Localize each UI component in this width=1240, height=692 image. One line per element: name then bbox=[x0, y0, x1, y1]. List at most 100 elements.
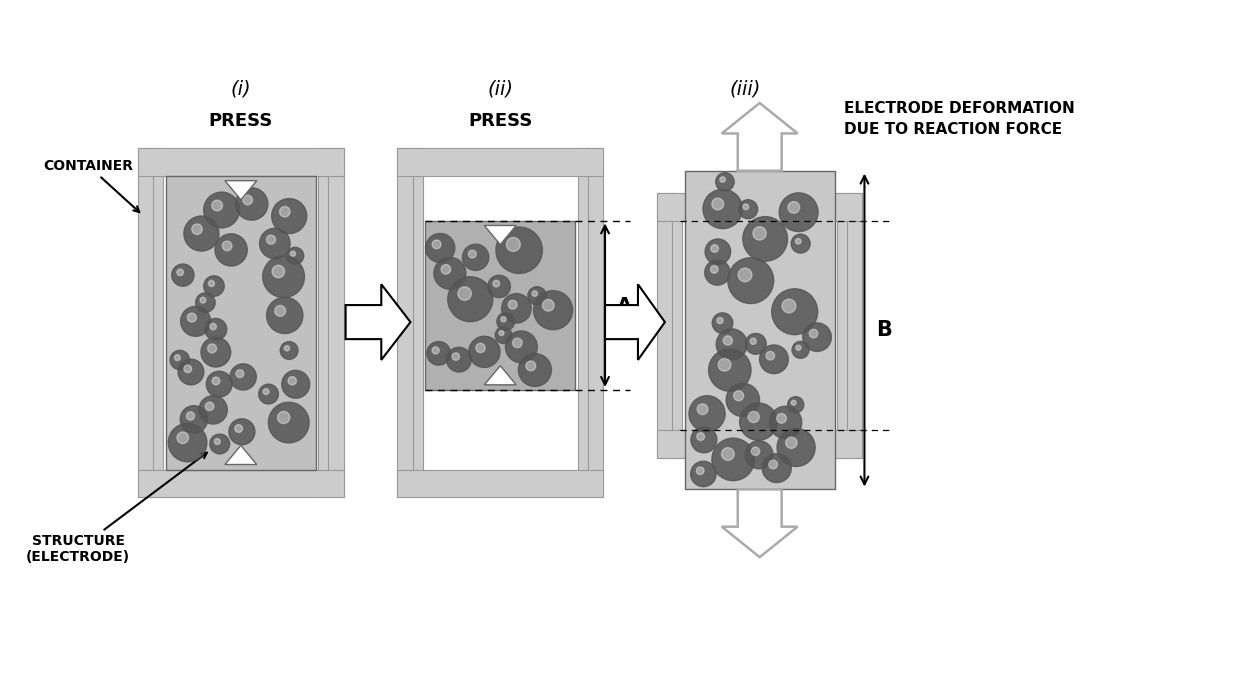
Circle shape bbox=[712, 438, 754, 481]
Circle shape bbox=[496, 227, 542, 273]
Circle shape bbox=[268, 402, 309, 443]
Text: PRESS: PRESS bbox=[208, 112, 273, 130]
Circle shape bbox=[739, 403, 777, 440]
Circle shape bbox=[432, 347, 439, 354]
Circle shape bbox=[506, 237, 521, 251]
Circle shape bbox=[177, 269, 184, 275]
Circle shape bbox=[212, 200, 222, 211]
Circle shape bbox=[184, 365, 192, 372]
Circle shape bbox=[290, 251, 295, 256]
Bar bbox=[657, 192, 863, 221]
Circle shape bbox=[229, 419, 255, 445]
Bar bbox=[138, 148, 155, 498]
Bar bbox=[319, 148, 329, 498]
Circle shape bbox=[506, 331, 537, 363]
Bar bbox=[138, 148, 343, 176]
Circle shape bbox=[715, 173, 734, 191]
Bar bbox=[398, 469, 603, 498]
Circle shape bbox=[750, 338, 756, 345]
Circle shape bbox=[704, 260, 730, 285]
Circle shape bbox=[272, 265, 285, 277]
Circle shape bbox=[210, 323, 216, 330]
Circle shape bbox=[203, 276, 224, 296]
Circle shape bbox=[802, 323, 831, 352]
Circle shape bbox=[753, 227, 766, 240]
Circle shape bbox=[200, 298, 206, 303]
Circle shape bbox=[243, 195, 253, 205]
Circle shape bbox=[275, 305, 285, 316]
Text: CONTAINER: CONTAINER bbox=[43, 158, 139, 212]
Circle shape bbox=[689, 396, 725, 432]
Circle shape bbox=[469, 336, 500, 367]
Circle shape bbox=[212, 377, 219, 385]
Polygon shape bbox=[224, 181, 257, 200]
Circle shape bbox=[236, 188, 268, 220]
Circle shape bbox=[267, 235, 275, 244]
Circle shape bbox=[181, 307, 211, 336]
Circle shape bbox=[697, 432, 704, 440]
Circle shape bbox=[179, 359, 203, 385]
Circle shape bbox=[723, 336, 733, 345]
Bar bbox=[154, 148, 164, 498]
Circle shape bbox=[771, 289, 817, 335]
Circle shape bbox=[463, 244, 489, 271]
Circle shape bbox=[259, 384, 279, 404]
Bar bbox=[657, 192, 673, 457]
Circle shape bbox=[272, 199, 306, 234]
Circle shape bbox=[494, 280, 500, 287]
Polygon shape bbox=[605, 284, 665, 360]
Circle shape bbox=[760, 345, 789, 374]
Bar bbox=[166, 176, 316, 469]
Circle shape bbox=[186, 412, 195, 420]
Text: PRESS: PRESS bbox=[467, 112, 532, 130]
Circle shape bbox=[187, 313, 196, 322]
Bar bbox=[425, 221, 575, 390]
Circle shape bbox=[743, 217, 787, 261]
Circle shape bbox=[502, 293, 531, 323]
Circle shape bbox=[734, 391, 744, 401]
Circle shape bbox=[206, 371, 232, 397]
Circle shape bbox=[259, 228, 290, 259]
Circle shape bbox=[720, 177, 725, 182]
Circle shape bbox=[196, 293, 216, 312]
Circle shape bbox=[526, 361, 536, 371]
Circle shape bbox=[175, 355, 180, 361]
Bar bbox=[657, 430, 863, 457]
Circle shape bbox=[766, 352, 775, 360]
Polygon shape bbox=[485, 226, 516, 244]
Bar bbox=[672, 192, 682, 457]
Circle shape bbox=[712, 198, 724, 210]
Text: (iii): (iii) bbox=[729, 80, 760, 98]
Circle shape bbox=[434, 257, 466, 289]
Circle shape bbox=[722, 448, 734, 460]
Bar bbox=[684, 171, 835, 489]
Circle shape bbox=[708, 349, 751, 391]
Circle shape bbox=[207, 344, 217, 353]
Circle shape bbox=[763, 453, 791, 482]
Circle shape bbox=[203, 192, 239, 228]
Text: STRUCTURE
(ELECTRODE): STRUCTURE (ELECTRODE) bbox=[26, 453, 207, 564]
Circle shape bbox=[711, 266, 718, 273]
Circle shape bbox=[448, 277, 492, 322]
Circle shape bbox=[198, 396, 227, 424]
Circle shape bbox=[281, 370, 310, 398]
Circle shape bbox=[512, 338, 522, 347]
Circle shape bbox=[267, 298, 303, 334]
Circle shape bbox=[717, 329, 746, 360]
Circle shape bbox=[231, 364, 257, 390]
Text: B: B bbox=[877, 320, 893, 340]
Circle shape bbox=[192, 224, 202, 235]
Circle shape bbox=[180, 406, 207, 433]
Circle shape bbox=[279, 206, 290, 217]
Polygon shape bbox=[722, 489, 797, 557]
Circle shape bbox=[776, 414, 786, 424]
Polygon shape bbox=[485, 365, 516, 385]
Circle shape bbox=[278, 411, 290, 424]
Circle shape bbox=[745, 334, 766, 354]
Circle shape bbox=[498, 331, 503, 336]
Circle shape bbox=[787, 397, 804, 413]
Circle shape bbox=[508, 300, 517, 309]
Bar bbox=[846, 192, 863, 457]
Circle shape bbox=[205, 318, 227, 340]
Circle shape bbox=[172, 264, 193, 286]
